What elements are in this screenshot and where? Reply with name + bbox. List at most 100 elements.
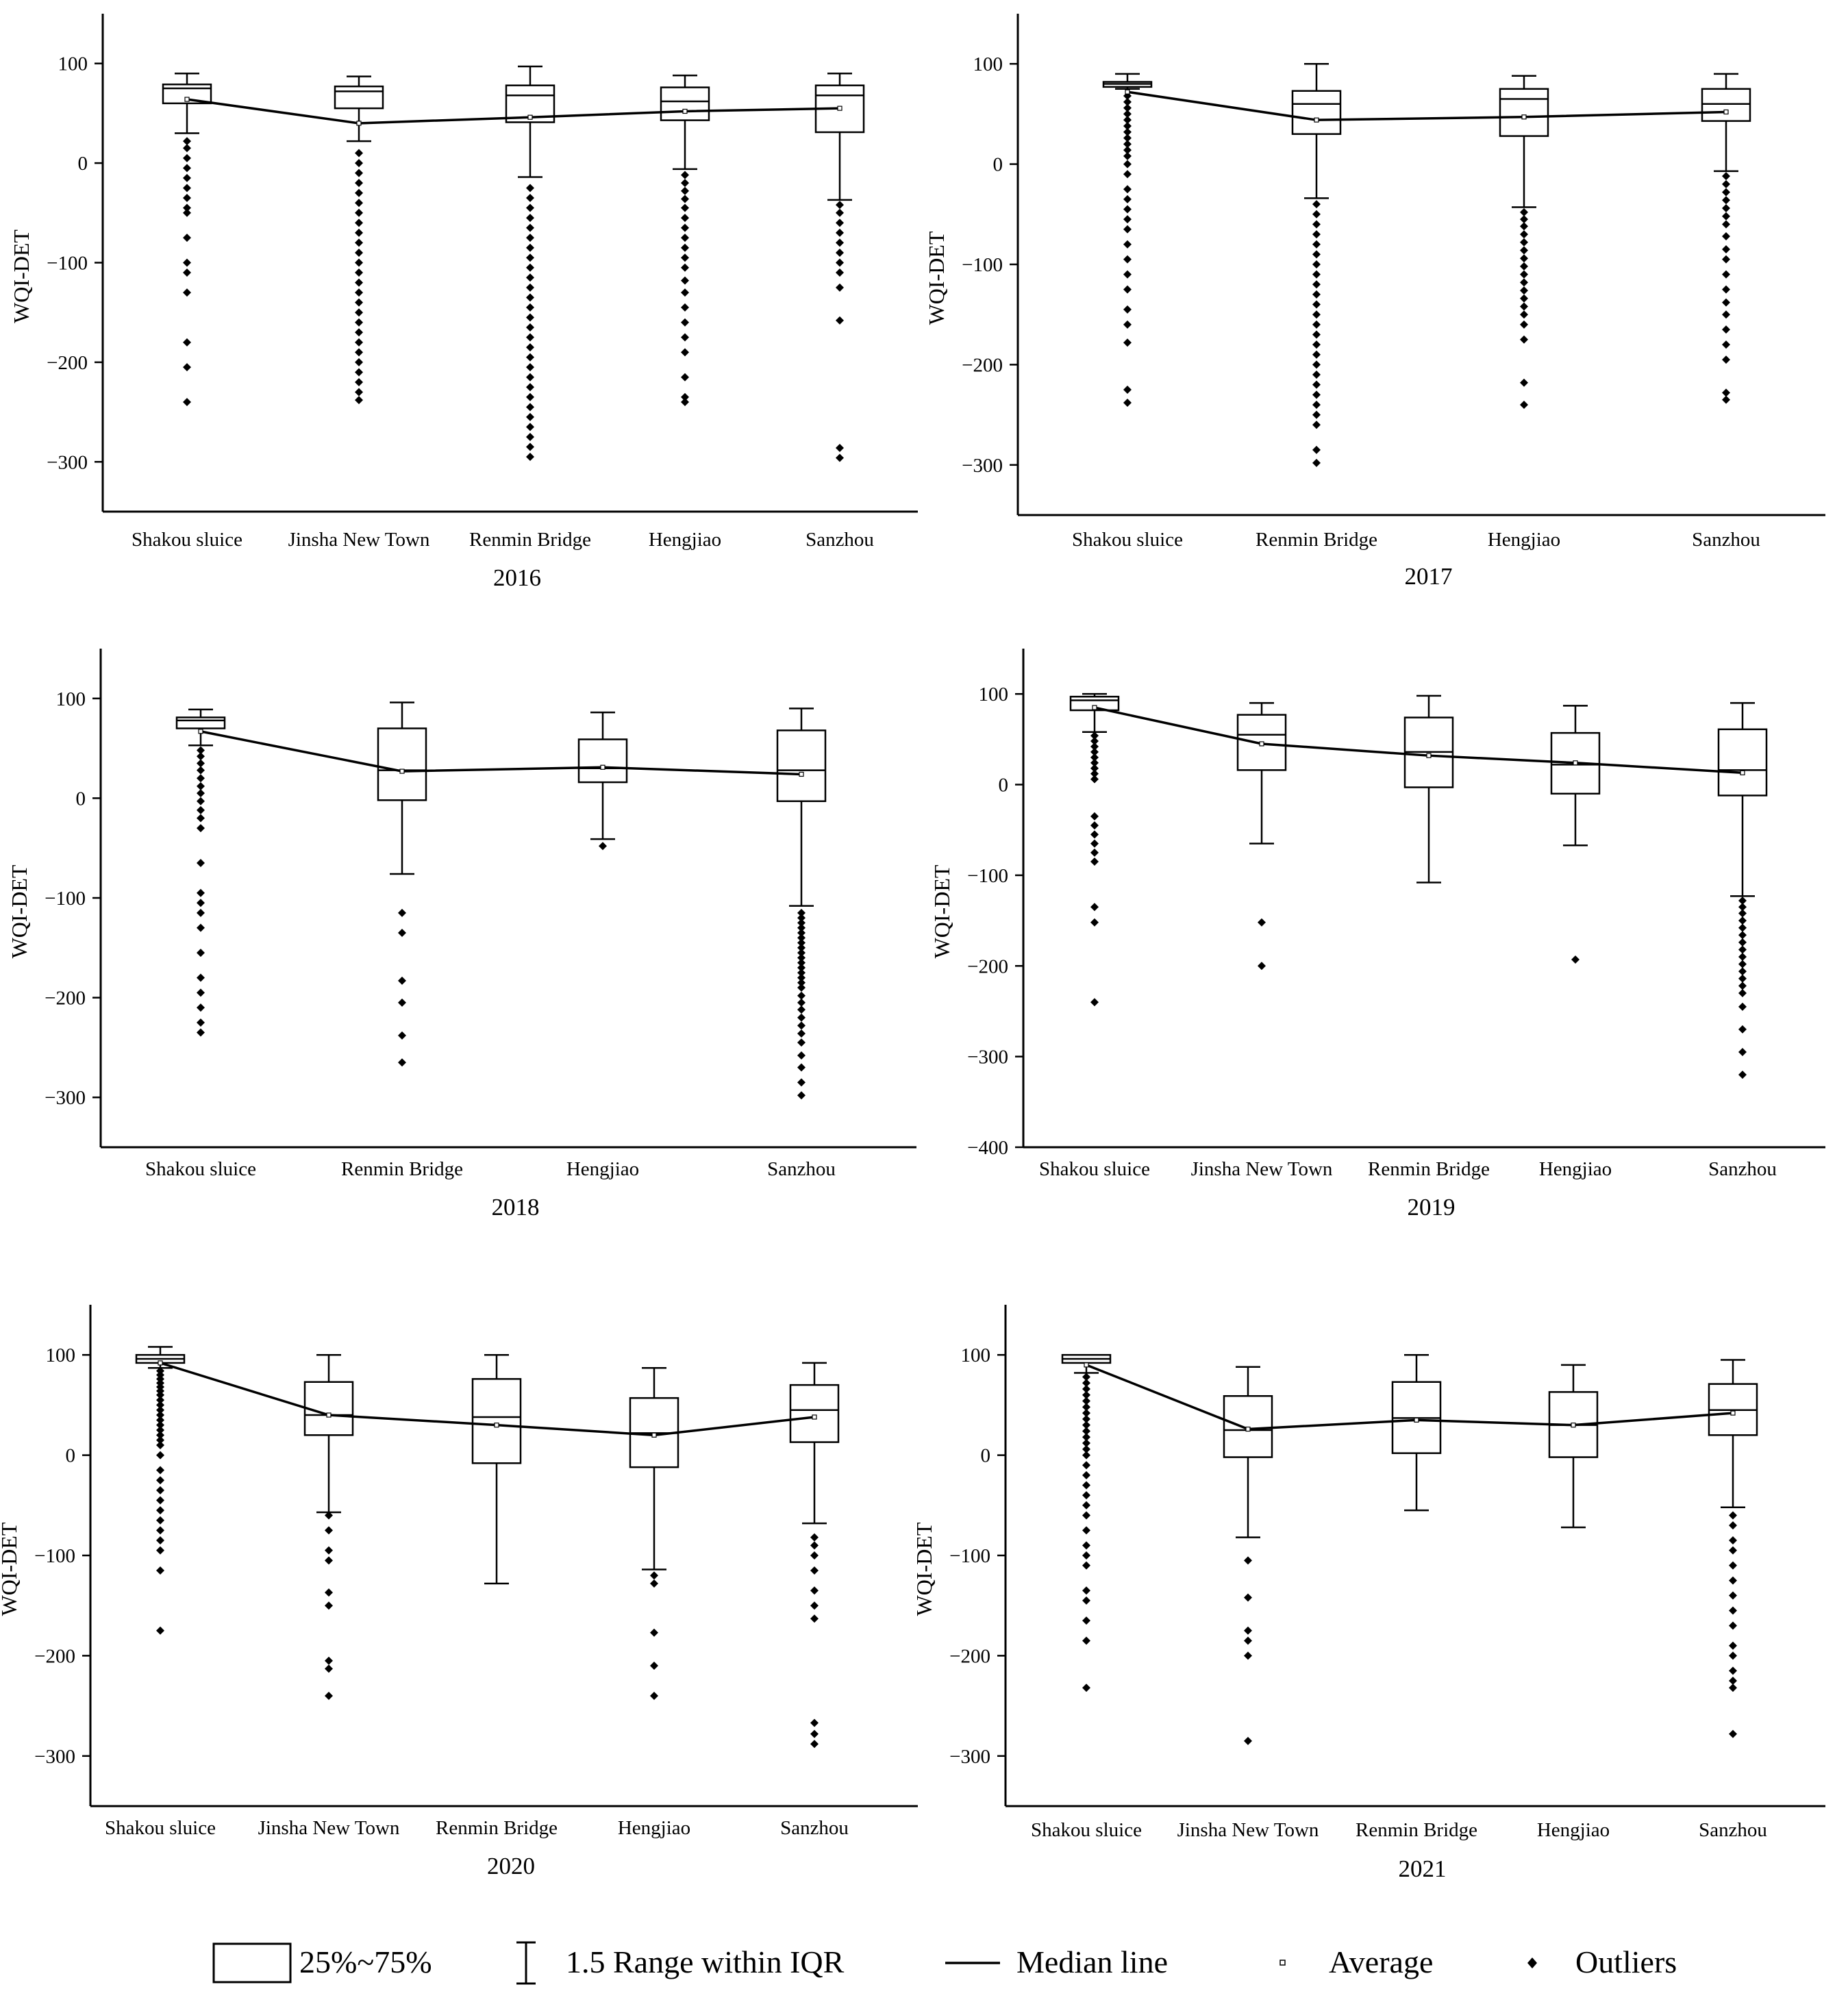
outlier-point [398, 1058, 406, 1067]
mean-point [158, 1360, 163, 1366]
outlier-point [1082, 1596, 1090, 1605]
legend-whisker-label: 1.5 Range within IQR [566, 1944, 845, 1979]
y-tick-label: 0 [981, 1445, 991, 1467]
outlier-point [1082, 1636, 1090, 1645]
outlier-point [355, 228, 363, 237]
outlier-point [156, 1416, 164, 1425]
outlier-point [1571, 955, 1579, 964]
outlier-point [836, 218, 844, 227]
outlier-point [197, 899, 205, 908]
outlier-point [1082, 1481, 1090, 1490]
outlier-point [526, 333, 534, 342]
box-jinsha-new-town [1223, 1366, 1273, 1745]
outlier-point [156, 1426, 164, 1434]
y-tick-label: 100 [46, 1344, 76, 1366]
outlier-point [183, 184, 191, 192]
outlier-point [355, 208, 363, 217]
outlier-point [1082, 1433, 1090, 1442]
outlier-point [355, 328, 363, 337]
outlier-point [810, 1740, 819, 1749]
outlier-point [355, 288, 363, 297]
box-shakou-sluice [1102, 73, 1153, 408]
outlier-point [197, 949, 205, 958]
outlier-point [156, 1526, 164, 1535]
outlier-point [797, 1038, 806, 1047]
outlier-point [1520, 208, 1528, 216]
outlier-point [836, 443, 844, 452]
outlier-point [1520, 278, 1528, 287]
outlier-point [681, 303, 689, 312]
outlier-point [797, 991, 806, 1000]
outlier-point [1123, 215, 1132, 224]
outlier-point [156, 1440, 164, 1449]
box-sanzhou [1701, 73, 1751, 404]
outlier-point [183, 203, 191, 212]
outlier-point [1090, 747, 1099, 756]
y-axis-label: WQI-DET [9, 229, 34, 323]
x-category-label: Hengjiao [649, 529, 721, 551]
outlier-point [810, 1551, 819, 1560]
outlier-point [526, 392, 534, 401]
outlier-point [1123, 338, 1132, 347]
legend-outlier-swatch [1527, 1957, 1537, 1968]
outlier-point [197, 781, 205, 790]
x-category-label: Renmin Bridge [1356, 1819, 1477, 1841]
outlier-point [526, 293, 534, 302]
box-sanzhou [1708, 1359, 1758, 1738]
chart-panel-2017: 100 0 −100 −200 −300 WQI-DET Shakou sluice Renm… [924, 14, 1825, 590]
outlier-point [1520, 378, 1528, 387]
outlier-point [156, 1626, 164, 1635]
outlier-point [1520, 270, 1528, 279]
mean-point [812, 1414, 817, 1420]
outlier-point [1090, 753, 1099, 762]
outlier-point [810, 1601, 819, 1610]
outlier-point [1082, 1444, 1090, 1453]
panels: 100 0 −100 −200 −300 WQI-DET Shakou sluice Jins… [0, 14, 1825, 1882]
outlier-point [836, 201, 844, 210]
outlier-point [810, 1729, 819, 1738]
outlier-point [183, 288, 191, 297]
outlier-point [156, 1546, 164, 1555]
outlier-point [1123, 170, 1132, 179]
outlier-point [355, 258, 363, 267]
x-category-label: Jinsha New Town [288, 529, 430, 551]
outlier-point [1729, 1606, 1737, 1615]
outlier-point [1738, 903, 1747, 912]
outlier-point [650, 1571, 658, 1580]
outlier-point [526, 313, 534, 322]
outlier-point [1123, 121, 1132, 130]
outlier-point [183, 363, 191, 372]
mean-point [1125, 89, 1130, 95]
outlier-point [1123, 151, 1132, 160]
outlier-point [1312, 220, 1321, 229]
outlier-point [1312, 240, 1321, 249]
x-category-label: Renmin Bridge [1368, 1158, 1490, 1180]
outlier-point [325, 1664, 333, 1673]
outlier-point [1258, 918, 1266, 927]
outlier-point [1312, 260, 1321, 268]
outlier-point [1729, 1651, 1737, 1660]
y-tick-label: 0 [76, 788, 86, 810]
outlier-point [836, 316, 844, 325]
outlier-point [1722, 255, 1730, 264]
outlier-point [197, 797, 205, 805]
legend-outliers-label: Outliers [1575, 1944, 1677, 1979]
outlier-point [1123, 116, 1132, 125]
y-axis-label: WQI-DET [924, 231, 949, 325]
outlier-point [526, 203, 534, 212]
mean-point [1521, 114, 1527, 120]
outlier-point [1082, 1491, 1090, 1500]
outlier-point [325, 1601, 333, 1610]
outlier-point [1738, 960, 1747, 968]
y-tick-label: −100 [967, 865, 1008, 887]
iqr-box [1717, 728, 1768, 797]
outlier-point [1123, 386, 1132, 394]
outlier-point [355, 159, 363, 168]
outlier-point [1123, 285, 1132, 294]
outlier-point [1123, 225, 1132, 234]
outlier-point [797, 1013, 806, 1022]
outlier-point [1520, 310, 1528, 319]
outlier-point [1312, 421, 1321, 429]
outlier-point [1312, 410, 1321, 419]
outlier-point [810, 1586, 819, 1595]
